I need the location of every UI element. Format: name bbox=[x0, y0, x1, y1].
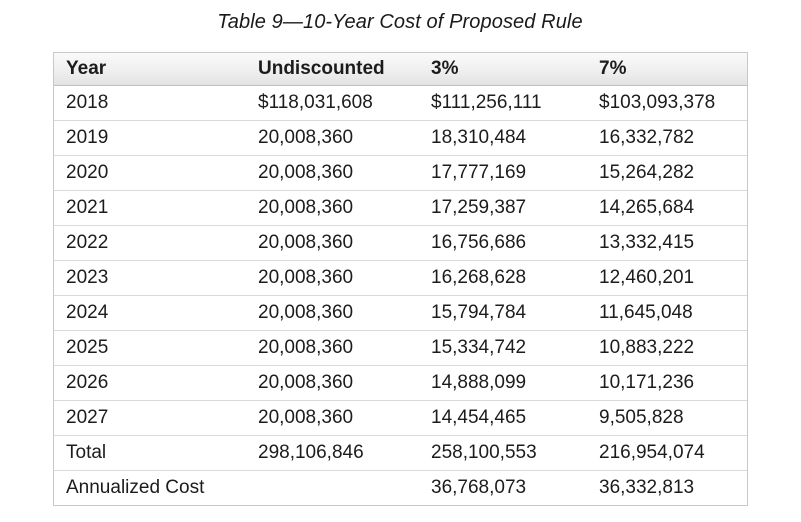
cell-pct7: 216,954,074 bbox=[587, 436, 747, 471]
cell-undiscounted: $118,031,608 bbox=[246, 86, 419, 121]
table-row: 2027 20,008,360 14,454,465 9,505,828 bbox=[54, 401, 747, 436]
cell-undiscounted: 20,008,360 bbox=[246, 191, 419, 226]
column-header-pct7: 7% bbox=[587, 53, 747, 86]
cell-pct3: 15,334,742 bbox=[419, 331, 587, 366]
column-header-pct3: 3% bbox=[419, 53, 587, 86]
table-row: 2019 20,008,360 18,310,484 16,332,782 bbox=[54, 121, 747, 156]
table-row: Annualized Cost 36,768,073 36,332,813 bbox=[54, 471, 747, 505]
cell-pct3: 16,756,686 bbox=[419, 226, 587, 261]
table-row: 2020 20,008,360 17,777,169 15,264,282 bbox=[54, 156, 747, 191]
cell-year: 2027 bbox=[54, 401, 246, 436]
cell-year: 2024 bbox=[54, 296, 246, 331]
cell-year: 2019 bbox=[54, 121, 246, 156]
cell-pct3: 17,259,387 bbox=[419, 191, 587, 226]
table-row: 2025 20,008,360 15,334,742 10,883,222 bbox=[54, 331, 747, 366]
cell-year: 2018 bbox=[54, 86, 246, 121]
cell-year: 2020 bbox=[54, 156, 246, 191]
cell-pct7: 16,332,782 bbox=[587, 121, 747, 156]
table-title: Table 9—10-Year Cost of Proposed Rule bbox=[217, 11, 583, 33]
cell-pct7: 10,171,236 bbox=[587, 366, 747, 401]
table-row: 2021 20,008,360 17,259,387 14,265,684 bbox=[54, 191, 747, 226]
cell-pct3: 15,794,784 bbox=[419, 296, 587, 331]
cell-pct7: 10,883,222 bbox=[587, 331, 747, 366]
cell-pct3: 16,268,628 bbox=[419, 261, 587, 296]
cell-year: 2023 bbox=[54, 261, 246, 296]
header-row: Year Undiscounted 3% 7% bbox=[54, 53, 747, 86]
cell-undiscounted: 20,008,360 bbox=[246, 366, 419, 401]
cell-pct7: 13,332,415 bbox=[587, 226, 747, 261]
table-row: 2024 20,008,360 15,794,784 11,645,048 bbox=[54, 296, 747, 331]
cell-year: 2021 bbox=[54, 191, 246, 226]
table-header: Year Undiscounted 3% 7% bbox=[54, 53, 747, 86]
cell-pct7: 15,264,282 bbox=[587, 156, 747, 191]
cell-pct7: 12,460,201 bbox=[587, 261, 747, 296]
table-body: 2018 $118,031,608 $111,256,111 $103,093,378… bbox=[54, 86, 747, 505]
cell-undiscounted: 20,008,360 bbox=[246, 296, 419, 331]
cell-undiscounted: 20,008,360 bbox=[246, 156, 419, 191]
cell-pct7: 14,265,684 bbox=[587, 191, 747, 226]
cell-year: 2022 bbox=[54, 226, 246, 261]
table-row: 2022 20,008,360 16,756,686 13,332,415 bbox=[54, 226, 747, 261]
cost-table: Year Undiscounted 3% 7% 2018 $118,031,608 $11… bbox=[53, 52, 748, 506]
cell-pct3: 14,888,099 bbox=[419, 366, 587, 401]
cell-pct7: 36,332,813 bbox=[587, 471, 747, 505]
cell-undiscounted: 20,008,360 bbox=[246, 121, 419, 156]
cell-undiscounted: 20,008,360 bbox=[246, 401, 419, 436]
cell-pct7: 9,505,828 bbox=[587, 401, 747, 436]
cell-year: Total bbox=[54, 436, 246, 471]
cell-pct7: $103,093,378 bbox=[587, 86, 747, 121]
cell-undiscounted bbox=[246, 471, 419, 505]
table-row: 2018 $118,031,608 $111,256,111 $103,093,378 bbox=[54, 86, 747, 121]
cell-undiscounted: 20,008,360 bbox=[246, 261, 419, 296]
cell-pct7: 11,645,048 bbox=[587, 296, 747, 331]
table-row: 2023 20,008,360 16,268,628 12,460,201 bbox=[54, 261, 747, 296]
cell-undiscounted: 20,008,360 bbox=[246, 226, 419, 261]
cell-year: 2026 bbox=[54, 366, 246, 401]
cell-pct3: 18,310,484 bbox=[419, 121, 587, 156]
column-header-undiscounted: Undiscounted bbox=[246, 53, 419, 86]
column-header-year: Year bbox=[54, 53, 246, 86]
cell-pct3: 14,454,465 bbox=[419, 401, 587, 436]
cell-pct3: 17,777,169 bbox=[419, 156, 587, 191]
cell-undiscounted: 298,106,846 bbox=[246, 436, 419, 471]
table-row: 2026 20,008,360 14,888,099 10,171,236 bbox=[54, 366, 747, 401]
cell-undiscounted: 20,008,360 bbox=[246, 331, 419, 366]
cell-pct3: 36,768,073 bbox=[419, 471, 587, 505]
cell-pct3: $111,256,111 bbox=[419, 86, 587, 121]
cell-year: Annualized Cost bbox=[54, 471, 246, 505]
cell-year: 2025 bbox=[54, 331, 246, 366]
cell-pct3: 258,100,553 bbox=[419, 436, 587, 471]
table-row: Total 298,106,846 258,100,553 216,954,074 bbox=[54, 436, 747, 471]
